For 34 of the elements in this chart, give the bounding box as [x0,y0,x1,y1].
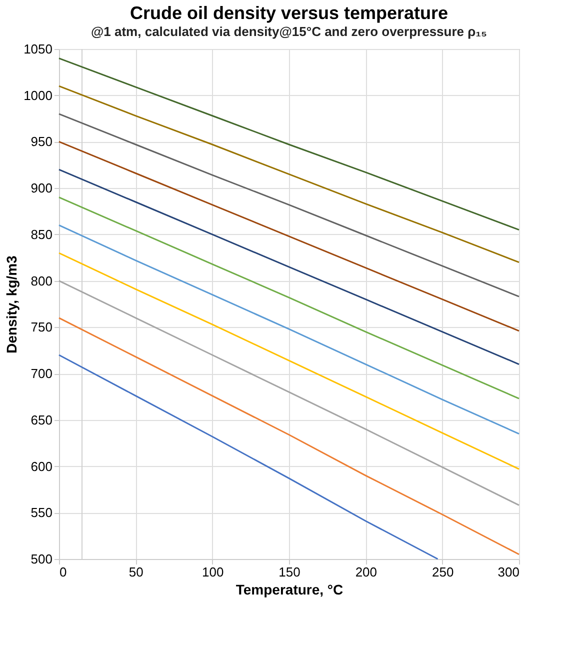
x-tick-label: 0 [60,564,67,580]
y-axis-title: Density, kg/m3 [4,255,20,354]
y-tick-label: 750 [30,320,52,335]
line-series [58,168,520,366]
y-tick-label: 950 [30,134,52,150]
y-tick-label: 850 [30,226,52,242]
line-series [58,113,520,298]
x-tick-label: 200 [355,564,378,580]
line-series [58,252,520,470]
line-series [58,354,438,560]
x-tick-label: 150 [278,564,300,580]
y-tick-label: 500 [30,552,52,566]
chart-title: Crude oil density versus temperature [130,3,448,23]
y-tick-label: 700 [30,366,52,382]
chart-subtitle: @1 atm, calculated via density@15°C and zero overpressure ρ₁₅ [90,24,488,39]
line-series [58,280,520,506]
line-series [58,58,520,231]
x-tick-label: 100 [202,564,224,580]
y-tick-label: 800 [30,273,52,288]
x-tick-label: 250 [432,564,454,580]
x-axis-title: Temperature, °C [236,582,344,598]
x-tick-label: 300 [498,564,520,580]
line-series [58,196,520,400]
y-tick-label: 1000 [24,88,52,103]
line-series [58,224,520,435]
y-tick-label: 550 [30,505,52,520]
y-tick-label: 600 [30,458,52,474]
line-series [58,140,520,332]
line-series [58,85,520,264]
y-tick-label: 900 [30,180,52,196]
y-tick-label: 1050 [24,42,52,56]
line-series [58,317,520,556]
x-tick-label: 50 [128,564,144,580]
y-tick-label: 650 [30,412,52,428]
